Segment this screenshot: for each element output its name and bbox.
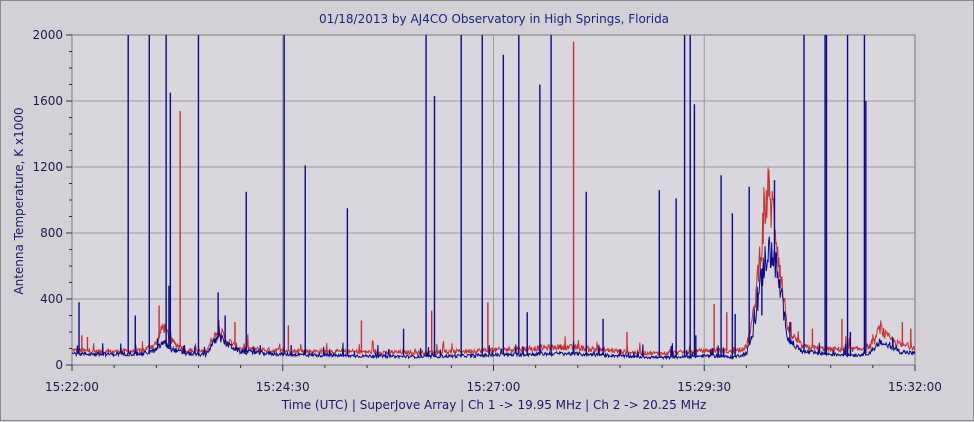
y-tick-label: 1600 xyxy=(32,94,63,108)
y-tick-label: 2000 xyxy=(32,28,63,42)
x-tick-label: 15:22:00 xyxy=(45,380,99,394)
x-tick-label: 15:24:30 xyxy=(256,380,310,394)
y-tick-label: 0 xyxy=(55,358,63,372)
x-tick-label: 15:27:00 xyxy=(467,380,521,394)
series-layer xyxy=(71,35,916,361)
y-tick-label: 800 xyxy=(40,226,63,240)
y-tick-label: 400 xyxy=(40,292,63,306)
y-axis-label: Antenna Temperature, K x1000 xyxy=(12,107,26,294)
x-axis-label: Time (UTC) | SuperJove Array | Ch 1 -> 1… xyxy=(281,398,707,412)
x-tick-label: 15:32:00 xyxy=(888,380,942,394)
chart-title: 01/18/2013 by AJ4CO Observatory in High … xyxy=(319,12,669,26)
series-1 xyxy=(71,35,916,361)
y-ticks: 0 400 800 1200 1600 2000 xyxy=(32,28,72,372)
y-tick-label: 1200 xyxy=(32,160,63,174)
x-tick-label: 15:29:30 xyxy=(677,380,731,394)
x-ticks: 15:22:00 15:24:30 15:27:00 15:29:30 15:32:00 xyxy=(45,365,942,394)
